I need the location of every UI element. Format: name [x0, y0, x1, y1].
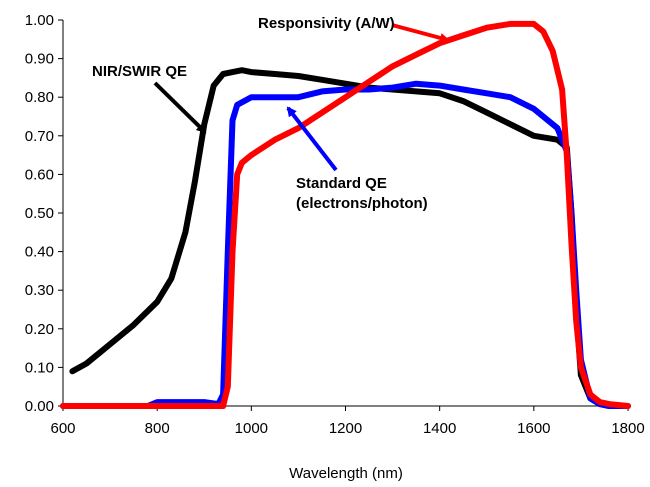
y-tick-label: 0.00	[25, 398, 54, 415]
x-tick-label: 1000	[235, 420, 268, 437]
series-line-nir-swir-qe	[69, 67, 613, 409]
annotation-label: Responsivity (A/W)	[258, 15, 395, 32]
y-tick-label: 0.30	[25, 282, 54, 299]
plot-area: 0.00 0.10 0.20 0.30 0.40 0.50 0.60 0.70 0.80 0.90…	[25, 12, 645, 437]
y-tick-label: 0.90	[25, 51, 54, 68]
y-tick-label: 0.80	[25, 89, 54, 106]
x-tick-label: 1200	[329, 420, 362, 437]
x-tick-label: 800	[145, 420, 170, 437]
y-tick-label: 0.40	[25, 244, 54, 261]
annotation-arrow	[391, 23, 450, 43]
annotation-line: Responsivity (A/W)	[258, 15, 395, 32]
x-tick-label: 600	[50, 420, 75, 437]
y-tick-label: 0.60	[25, 166, 54, 183]
y-tick-label: 0.70	[25, 128, 54, 145]
annotation-line: (electrons/photon)	[296, 195, 428, 212]
annotation-line: NIR/SWIR QE	[92, 63, 187, 80]
y-tick-label: 0.20	[25, 321, 54, 338]
y-tick-label: 1.00	[25, 12, 54, 29]
series-line-responsivity-a-w	[60, 20, 631, 409]
x-tick-label: 1800	[611, 420, 644, 437]
x-axis-title: Wavelength (nm)	[289, 465, 403, 482]
annotation-arrow	[286, 106, 338, 172]
annotation-layer: Responsivity (A/W) NIR/SWIR QE Standard QE…	[92, 15, 450, 212]
y-tick-label: 0.50	[25, 205, 54, 222]
y-ticks: 0.00 0.10 0.20 0.30 0.40 0.50 0.60 0.70 0.80 0.90…	[25, 12, 63, 415]
x-tick-label: 1400	[423, 420, 456, 437]
annotation-label: NIR/SWIR QE	[92, 63, 187, 80]
series-line-standard-qe-electrons-photon	[60, 80, 631, 409]
annotation-label: Standard QE (electrons/photon)	[296, 175, 428, 212]
series-layer	[60, 20, 631, 409]
annotation-arrow	[153, 81, 207, 134]
annotation-line: Standard QE	[296, 175, 387, 192]
x-ticks: 600 800 1000 1200 1400 1600 1800	[50, 406, 645, 437]
y-tick-label: 0.10	[25, 359, 54, 376]
x-tick-label: 1600	[517, 420, 550, 437]
